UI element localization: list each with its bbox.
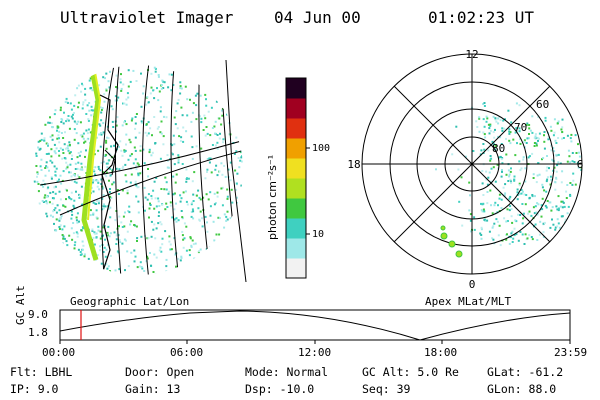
info-door: Door: Open <box>125 365 195 379</box>
info-glon: GLon: 88.0 <box>487 382 557 396</box>
mlt-label-18: 18 <box>347 158 360 171</box>
time-tick-1800: 18:00 <box>424 346 458 359</box>
altitude-plot <box>59 309 571 344</box>
info-seq: Seq: 39 <box>362 382 411 396</box>
colorbar-step <box>286 98 306 119</box>
time-tick-2359: 23:59 <box>554 346 588 359</box>
lat-label-80: 80 <box>492 142 505 155</box>
polar-panel-label: Apex MLat/MLT <box>425 295 512 308</box>
colorbar-step <box>286 218 306 239</box>
polar-plot: 12 18 6 0 60 70 80 <box>347 48 584 291</box>
time-tick-0000: 00:00 <box>42 346 76 359</box>
colorbar-step <box>286 178 306 199</box>
colorbar-step <box>286 238 306 259</box>
altitude-ytick-high: 9.0 <box>28 308 48 321</box>
aurora-speckles-left <box>33 66 243 275</box>
time-tick-1200: 12:00 <box>298 346 332 359</box>
coastline <box>99 94 119 275</box>
colorbar-step <box>286 258 306 279</box>
mlt-label-0: 0 <box>469 278 476 291</box>
altitude-ytick-low: 1.8 <box>28 326 48 339</box>
info-mode: Mode: Normal <box>245 365 329 379</box>
info-gain: Gain: 13 <box>125 382 181 396</box>
polar-bright-dots <box>440 225 463 258</box>
colorbar-step <box>286 118 306 139</box>
info-dsp: Dsp: -10.0 <box>245 382 315 396</box>
aurora-speckles-polar <box>435 102 582 247</box>
info-glat: GLat: -61.2 <box>487 365 564 379</box>
altitude-curve <box>59 310 571 341</box>
colorbar-tick-10: 10 <box>312 229 324 240</box>
lat-label-70: 70 <box>514 121 527 134</box>
altitude-frame <box>59 309 571 341</box>
mlt-label-6: 6 <box>577 158 584 171</box>
app-title: Ultraviolet Imager <box>60 8 234 27</box>
polar-grid <box>361 53 583 275</box>
date-label: 04 Jun 00 <box>274 8 361 27</box>
geographic-image <box>33 59 247 283</box>
lat-label-60: 60 <box>536 98 549 111</box>
colorbar-unit-label: photon cm⁻²s⁻¹ <box>266 155 279 240</box>
info-filter: Flt: LBHL <box>10 365 73 379</box>
time-label: 01:02:23 UT <box>428 8 534 27</box>
mlt-label-12: 12 <box>465 48 478 61</box>
geo-edge-line <box>225 59 247 283</box>
left-panel-label: Geographic Lat/Lon <box>70 295 190 308</box>
colorbar-frame <box>285 77 307 279</box>
colorbar-steps <box>286 78 306 279</box>
info-ip: IP: 9.0 <box>10 382 59 396</box>
aurora-arc <box>81 69 101 261</box>
colorbar-step <box>286 158 306 179</box>
info-gc-alt: GC Alt: 5.0 Re <box>362 365 459 379</box>
colorbar-step <box>286 78 306 99</box>
time-tick-0600: 06:00 <box>170 346 204 359</box>
aurora-arc-core <box>87 71 102 221</box>
colorbar: 100 10 photon cm⁻²s⁻¹ <box>266 77 330 279</box>
colorbar-tick-100: 100 <box>312 143 330 154</box>
colorbar-step <box>286 198 306 219</box>
colorbar-step <box>286 138 306 159</box>
coastline-detail <box>104 149 116 176</box>
altitude-ylabel: GC Alt <box>14 285 27 325</box>
